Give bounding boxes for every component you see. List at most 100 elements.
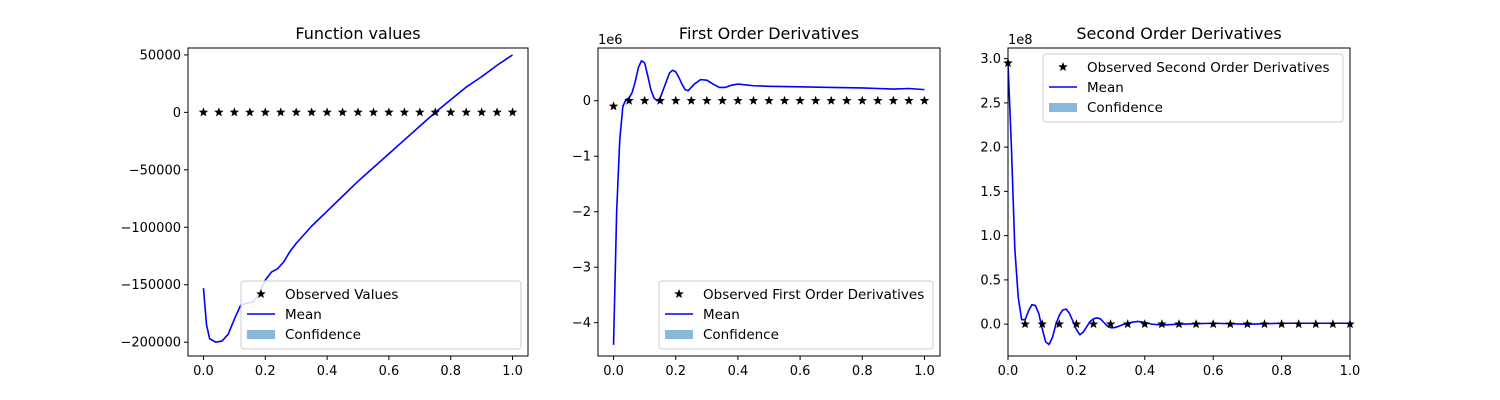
y-tick-label: −100000	[120, 221, 181, 236]
y-tick-label: −2	[572, 205, 591, 220]
legend: Observed Values Mean Confidence	[240, 280, 522, 350]
observed-point	[670, 95, 681, 105]
x-tick-label: 0.8	[440, 364, 461, 379]
x-tick-label: 1.0	[914, 364, 935, 379]
legend-box	[658, 280, 934, 350]
observed-point	[430, 107, 441, 117]
chart-panel-2: First Order Derivatives 1e6 0.0 0.2 0.4 0.6 0.…	[572, 24, 941, 379]
y-tick-label: −4	[572, 316, 591, 331]
observed-point	[1208, 319, 1218, 329]
y-tick-label: −50000	[129, 163, 181, 178]
observed-point	[1293, 319, 1304, 329]
observed-point	[229, 107, 240, 117]
chart-title: Function values	[295, 24, 420, 43]
observed-point	[686, 95, 697, 105]
observed-point	[1037, 319, 1047, 329]
y-tick-label: 2.0	[980, 141, 1001, 156]
observed-point	[275, 107, 286, 117]
observed-point	[733, 95, 743, 105]
y-tick-label: 0	[173, 106, 181, 121]
observed-point	[476, 107, 487, 117]
y-tick-label: 0.0	[980, 318, 1001, 333]
observed-point	[748, 95, 759, 105]
legend-marker-observed	[256, 289, 266, 299]
observed-point	[919, 95, 930, 105]
x-tick-label: 0.6	[790, 364, 811, 379]
axes-frame	[597, 47, 941, 357]
observed-point	[702, 95, 712, 105]
y-tick-label: −150000	[120, 278, 181, 293]
y-tick-label: 3.0	[980, 52, 1001, 67]
observed-point	[608, 101, 619, 111]
x-tick-label: 0.8	[852, 364, 873, 379]
y-tick-label: −1	[572, 150, 591, 165]
y-tick-label: −3	[572, 261, 591, 276]
observed-point	[717, 95, 728, 105]
x-tick-label: 0.0	[998, 364, 1019, 379]
x-tick-label: 0.8	[1271, 364, 1292, 379]
plot-area	[202, 54, 513, 344]
y-tick-label: 1.0	[980, 229, 1001, 244]
observed-point	[368, 107, 379, 117]
legend-box	[1042, 53, 1344, 123]
observed-point	[1157, 319, 1167, 329]
observed-point	[826, 95, 836, 105]
x-tick-label: 0.0	[603, 364, 624, 379]
observed-point	[857, 95, 868, 105]
y-tick-label: −200000	[120, 336, 181, 351]
observed-point	[1105, 319, 1116, 329]
legend-label: Mean	[1087, 80, 1124, 96]
observed-point	[198, 107, 209, 117]
x-tick-label: 0.2	[1066, 364, 1087, 379]
observed-point	[1259, 319, 1270, 329]
observed-point	[1054, 319, 1065, 329]
legend-label: Mean	[285, 307, 322, 323]
observed-point	[214, 107, 224, 117]
chart-panel-1: Function values 0.0 0.2 0.4 0.6 0.8 1.0 50000 0 −…	[120, 24, 529, 379]
legend-label: Observed Values	[285, 287, 398, 303]
observed-point	[1071, 319, 1082, 329]
observed-point	[399, 107, 410, 117]
x-tick-label: 0.4	[1134, 364, 1155, 379]
mean-line	[202, 54, 513, 344]
observed-point	[1225, 319, 1236, 329]
plot-area	[612, 59, 925, 345]
legend-marker-confidence	[665, 330, 693, 339]
x-tick-label: 0.4	[317, 364, 338, 379]
legend-box	[240, 280, 522, 350]
chart-panel-3: Second Order Derivatives 1e8 0.0 0.2 0.4 0.6 0…	[980, 24, 1360, 379]
x-tick-label: 0.2	[255, 364, 276, 379]
observed-point	[1242, 319, 1253, 329]
x-tick-label: 1.0	[1340, 364, 1361, 379]
axes-frame	[187, 47, 529, 357]
observed-point	[639, 95, 650, 105]
legend-label: Confidence	[1087, 100, 1163, 116]
y-tick-label: 50000	[140, 48, 181, 63]
observed-point	[624, 95, 634, 105]
observed-point	[492, 107, 502, 117]
observed-point	[353, 107, 363, 117]
x-tick-label: 0.2	[665, 364, 686, 379]
x-tick-label: 0.4	[728, 364, 749, 379]
chart-title: First Order Derivatives	[679, 24, 859, 43]
legend-label: Confidence	[703, 327, 779, 343]
observed-point	[306, 107, 317, 117]
legend-label: Observed First Order Derivatives	[703, 287, 924, 303]
observed-point	[764, 95, 774, 105]
x-tick-label: 1.0	[502, 364, 523, 379]
observed-point	[415, 107, 425, 117]
legend-marker-observed	[1058, 62, 1068, 72]
observed-point	[1020, 319, 1030, 329]
plot-area	[1008, 63, 1350, 346]
observed-point	[1140, 319, 1150, 329]
legend-label: Observed Second Order Derivatives	[1087, 60, 1330, 76]
observed-point	[873, 95, 883, 105]
observed-point	[291, 107, 301, 117]
observed-point	[904, 95, 914, 105]
axes-frame	[1007, 47, 1351, 357]
x-tick-label: 0.0	[193, 364, 214, 379]
legend-label: Confidence	[285, 327, 361, 343]
y-tick-label: 1.5	[980, 185, 1001, 200]
observed-point	[888, 95, 899, 105]
